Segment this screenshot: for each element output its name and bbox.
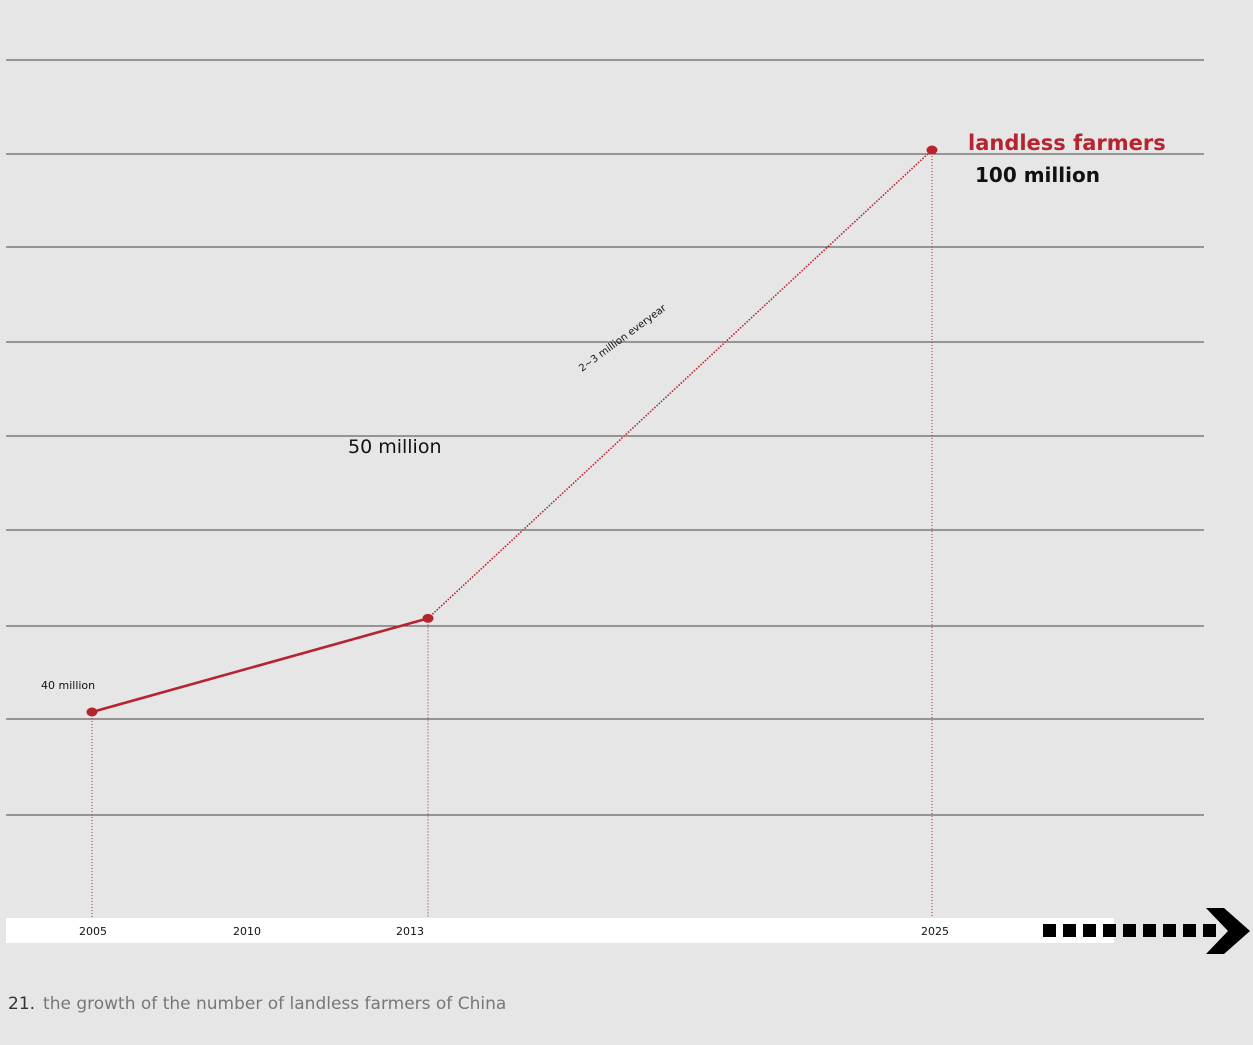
data-point	[926, 145, 938, 155]
arrow-square	[1203, 924, 1216, 937]
figure-number: 21.	[8, 994, 36, 1014]
series-line	[90, 617, 430, 714]
chart-title: landless farmers	[968, 131, 1166, 155]
data-point	[86, 707, 98, 717]
data-point	[422, 613, 434, 623]
data-points	[86, 145, 938, 717]
caption-text: the growth of the number of landless far…	[43, 994, 507, 1014]
x-tick-label: 2005	[79, 925, 107, 938]
arrow-chevron	[1206, 908, 1250, 954]
arrow-square	[1183, 924, 1196, 937]
arrow-square	[1083, 924, 1096, 937]
series-lines	[90, 149, 933, 714]
arrow-right-icon	[1043, 908, 1250, 954]
series-line	[427, 149, 933, 619]
figure-caption: 21. the growth of the number of landless …	[8, 994, 506, 1014]
arrow-square	[1063, 924, 1076, 937]
arrow-square	[1123, 924, 1136, 937]
growth-rate-annotation: 2~3 million everyear	[577, 302, 669, 374]
arrow-square	[1143, 924, 1156, 937]
arrow-square	[1163, 924, 1176, 937]
x-axis-band	[6, 918, 1114, 943]
gridlines	[6, 59, 1204, 816]
x-tick-label: 2013	[396, 925, 424, 938]
guide-lines	[91, 150, 933, 918]
data-label-2005: 40 million	[41, 679, 95, 692]
x-tick-label: 2010	[233, 925, 261, 938]
data-label-2013: 50 million	[348, 436, 442, 458]
data-label-2025: 100 million	[975, 163, 1100, 187]
x-tick-label: 2025	[921, 925, 949, 938]
arrow-square	[1043, 924, 1056, 937]
chart: 2005 2010 2013 2025 40 million 50 millio…	[6, 59, 1250, 954]
arrow-square	[1103, 924, 1116, 937]
